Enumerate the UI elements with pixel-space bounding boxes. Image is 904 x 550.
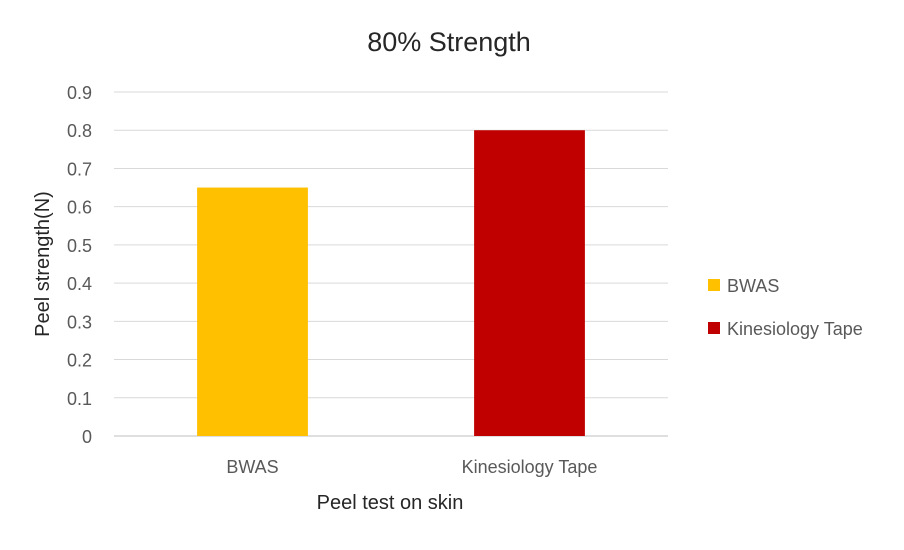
y-axis-ticks: 0 0.1 0.2 0.3 0.4 0.5 0.6 0.7 0.8 0.9 (67, 83, 92, 447)
bars (197, 130, 585, 436)
y-tick-label: 0.9 (67, 83, 92, 103)
legend-label: Kinesiology Tape (727, 319, 863, 339)
y-tick-label: 0.2 (67, 351, 92, 371)
legend-label: BWAS (727, 276, 779, 296)
legend-swatch (708, 279, 720, 291)
x-tick-label: BWAS (226, 457, 278, 477)
y-tick-label: 0.8 (67, 121, 92, 141)
x-axis-label: Peel test on skin (317, 492, 464, 514)
legend: BWAS Kinesiology Tape (708, 276, 863, 339)
chart-title: 80% Strength (367, 27, 531, 57)
bar-bwas (197, 187, 308, 436)
y-axis-label: Peel strength(N) (32, 191, 54, 337)
y-tick-label: 0.1 (67, 389, 92, 409)
y-tick-label: 0.4 (67, 274, 92, 294)
x-axis-ticks: BWAS Kinesiology Tape (226, 457, 597, 477)
x-tick-label: Kinesiology Tape (462, 457, 598, 477)
y-tick-label: 0.3 (67, 312, 92, 332)
y-tick-label: 0 (82, 427, 92, 447)
y-tick-label: 0.6 (67, 198, 92, 218)
y-tick-label: 0.5 (67, 236, 92, 256)
y-tick-label: 0.7 (67, 159, 92, 179)
bar-kinesiology-tape (474, 130, 585, 436)
legend-swatch (708, 322, 720, 334)
